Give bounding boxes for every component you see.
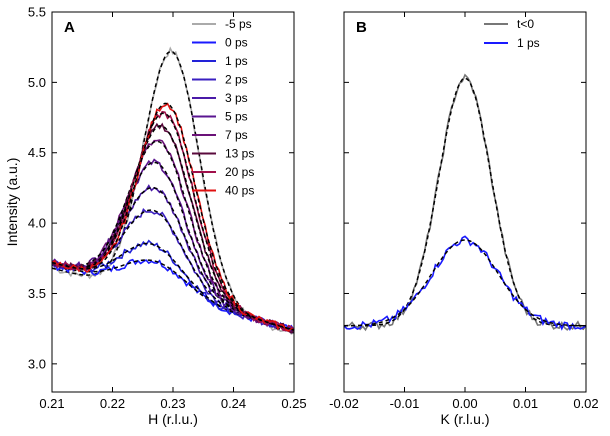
- panel-a-series-5-fit: [51, 161, 295, 331]
- panel-a-series-4-fit: [51, 186, 295, 331]
- panel-a-xtick-label: 0.22: [100, 396, 125, 411]
- panel-a-xlabel: H (r.l.u.): [148, 411, 198, 427]
- legend-label: 7 ps: [225, 128, 248, 142]
- panel-a-chart: 0.21 0.22 0.23 0.24 0.25 3.0 3.5 4.0 4.5 5.0 5.5 A…: [4, 5, 307, 428]
- panel-b-ticks: -0.02 -0.01 0.00 0.01 0.02: [329, 11, 599, 411]
- panel-a-series-0-line: [51, 46, 295, 335]
- panel-a-series-7-fit: [51, 125, 295, 331]
- panel-a-xtick-label: 0.25: [281, 396, 306, 411]
- panel-a-ylabel: Intensity (a.u.): [4, 158, 20, 247]
- panel-a-series-3-fit: [51, 209, 295, 331]
- legend-label: 3 ps: [225, 91, 248, 105]
- panel-b-plot-area: [343, 73, 587, 332]
- panel-a-series-7-line: [51, 122, 295, 334]
- panel-a-ytick-label: 4.0: [28, 216, 46, 231]
- legend-label: 1 ps: [225, 54, 248, 68]
- legend-label: 0 ps: [225, 36, 248, 50]
- panel-a-series-6-line: [51, 139, 295, 333]
- panel-b-xtick-label: 0.02: [573, 396, 598, 411]
- legend-label: t<0: [517, 17, 534, 31]
- panel-a-series-9-line: [51, 102, 295, 332]
- panel-b-legend: t<0 1 ps: [484, 17, 540, 50]
- panel-a-series-8-line: [51, 110, 295, 332]
- panel-a-frame: [51, 11, 295, 393]
- legend-label: -5 ps: [225, 17, 252, 31]
- legend-label: 13 ps: [225, 147, 254, 161]
- panel-a-ytick-label: 4.5: [28, 145, 46, 160]
- panel-a-letter: A: [64, 19, 75, 36]
- panel-b-xtick-label: -0.01: [390, 396, 420, 411]
- panel-a-series-0-fit: [51, 50, 295, 334]
- panel-a-ytick-label: 5.5: [28, 5, 46, 20]
- legend-label: 40 ps: [225, 184, 254, 198]
- panel-a-series-9-fit: [51, 102, 295, 331]
- panel-a-ytick-label: 3.5: [28, 286, 46, 301]
- legend-label: 2 ps: [225, 73, 248, 87]
- legend-label: 5 ps: [225, 110, 248, 124]
- panel-b-letter: B: [356, 19, 367, 36]
- panel-b-series-0-fit: [344, 77, 586, 327]
- panel-a-series-2-fit: [51, 242, 295, 331]
- panel-b-series-1-line: [343, 235, 587, 332]
- panel-b-frame: [343, 11, 587, 393]
- legend-label: 20 ps: [225, 165, 254, 179]
- panel-a-ytick-label: 3.0: [28, 356, 46, 371]
- panel-a-xtick-label: 0.23: [160, 396, 185, 411]
- panel-a-plot-area: [51, 46, 295, 335]
- panel-a-legend: -5 ps 0 ps 1 ps 2 ps 3 ps 5 ps 7 ps 13 ps 20 ps 4…: [192, 17, 254, 198]
- panel-a-ticks: 0.21 0.22 0.23 0.24 0.25 3.0 3.5 4.0 4.5 5.0 5.5: [28, 5, 307, 412]
- panel-a-ytick-label: 5.0: [28, 75, 46, 90]
- panel-a-xtick-label: 0.21: [39, 396, 64, 411]
- panel-b-xtick-label: 0.00: [452, 396, 477, 411]
- panel-a-series-4-line: [51, 184, 295, 334]
- panel-b-xlabel: K (r.l.u.): [440, 411, 489, 427]
- panel-b-series-0-line: [343, 73, 587, 332]
- panel-b-xtick-label: -0.02: [329, 396, 359, 411]
- panel-a-series-6-fit: [51, 140, 295, 331]
- panel-a-xtick-label: 0.24: [221, 396, 246, 411]
- legend-label: 1 ps: [517, 36, 540, 50]
- panel-a-series-8-fit: [51, 112, 295, 331]
- panel-b-xtick-label: 0.01: [513, 396, 538, 411]
- panel-b-chart: -0.02 -0.01 0.00 0.01 0.02 B K (r.l.u.) t<0 1…: [329, 11, 599, 427]
- panel-b-series-1-fit: [344, 239, 586, 327]
